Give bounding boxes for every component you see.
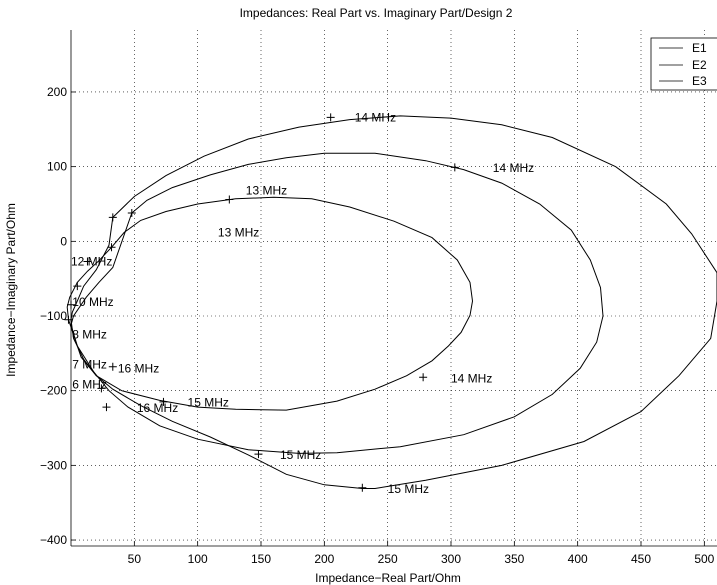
frequency-marker xyxy=(419,373,428,382)
legend-label-e1: E1 xyxy=(692,41,707,55)
frequency-label: 8 MHz xyxy=(72,328,107,342)
legend-label-e3: E3 xyxy=(692,74,707,88)
annotation-layer: 13 MHz 13 MHz 12 MHz 10 MHz 8 MHz 7 MHz 16 MHz… xyxy=(71,110,534,496)
frequency-marker xyxy=(108,213,117,222)
series-line-e3 xyxy=(70,115,717,489)
frequency-label: 7 MHz xyxy=(72,358,107,372)
y-tick-label: −100 xyxy=(40,309,67,323)
y-tick-label: −200 xyxy=(40,384,67,398)
frequency-label: 13 MHz xyxy=(246,184,287,198)
chart-title: Impedances: Real Part vs. Imaginary Part… xyxy=(240,6,513,20)
frequency-label: 10 MHz xyxy=(72,295,113,309)
frequency-marker xyxy=(159,397,168,406)
frequency-marker xyxy=(102,403,111,412)
y-tick-label: 200 xyxy=(47,85,67,99)
x-tick-label: 50 xyxy=(128,552,142,566)
frequency-label: 12 MHz xyxy=(71,254,112,268)
y-tick-label: −400 xyxy=(40,533,67,547)
legend-label-e2: E2 xyxy=(692,58,707,72)
frequency-label: 14 MHz xyxy=(451,372,492,386)
x-tick-label: 250 xyxy=(378,552,398,566)
frequency-label: 14 MHz xyxy=(493,161,534,175)
frequency-marker xyxy=(83,257,92,266)
x-tick-label: 200 xyxy=(314,552,334,566)
frequency-marker xyxy=(97,384,106,393)
frequency-marker xyxy=(254,450,263,459)
y-tick-label: 100 xyxy=(47,160,67,174)
frequency-marker xyxy=(358,483,367,492)
frequency-label: 16 MHz xyxy=(118,361,159,375)
frequency-label: 15 MHz xyxy=(388,482,429,496)
series-layer xyxy=(66,115,717,489)
y-tick-label: 0 xyxy=(60,234,67,248)
x-axis-label: Impedance−Real Part/Ohm xyxy=(315,571,461,585)
frequency-label: 15 MHz xyxy=(280,448,321,462)
frequency-marker xyxy=(73,282,82,291)
x-tick-label: 350 xyxy=(504,552,524,566)
marker-layer xyxy=(64,113,459,492)
frequency-marker xyxy=(127,208,136,217)
frequency-label: 16 MHz xyxy=(137,401,178,415)
frequency-marker xyxy=(450,163,459,172)
x-tick-label: 400 xyxy=(568,552,588,566)
series-line-e1 xyxy=(66,196,474,411)
x-tick-label: 300 xyxy=(441,552,461,566)
frequency-marker xyxy=(326,113,335,122)
axes: 50 100 150 200 250 300 350 400 450 500 200 100 0 −100… xyxy=(40,30,717,566)
legend: E1 E2 E3 xyxy=(650,37,717,91)
frequency-label: 6 MHz xyxy=(72,378,107,392)
y-tick-label: −300 xyxy=(40,458,67,472)
frequency-marker xyxy=(225,195,234,204)
y-axis-label: Impedance−Imaginary Part/Ohm xyxy=(4,203,18,377)
frequency-label: 15 MHz xyxy=(188,396,229,410)
x-tick-label: 500 xyxy=(694,552,714,566)
frequency-marker xyxy=(108,362,117,371)
x-tick-label: 150 xyxy=(251,552,271,566)
x-tick-label: 450 xyxy=(631,552,651,566)
frequency-label: 14 MHz xyxy=(355,110,396,124)
x-tick-label: 100 xyxy=(188,552,208,566)
frequency-marker xyxy=(107,243,116,252)
grid xyxy=(71,30,717,546)
frequency-label: 13 MHz xyxy=(218,225,259,239)
legend-box xyxy=(650,37,717,91)
